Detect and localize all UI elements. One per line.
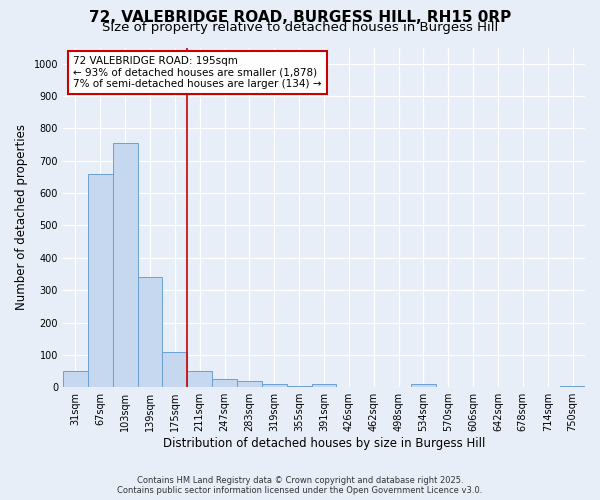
Bar [262, 384, 287, 387]
Bar [237, 380, 262, 387]
X-axis label: Distribution of detached houses by size in Burgess Hill: Distribution of detached houses by size … [163, 437, 485, 450]
Bar [287, 386, 311, 387]
Bar [88, 174, 113, 387]
Text: 72, VALEBRIDGE ROAD, BURGESS HILL, RH15 0RP: 72, VALEBRIDGE ROAD, BURGESS HILL, RH15 … [89, 10, 511, 25]
Text: Contains HM Land Registry data © Crown copyright and database right 2025.
Contai: Contains HM Land Registry data © Crown c… [118, 476, 482, 495]
Bar [212, 379, 237, 387]
Bar [187, 371, 212, 387]
Y-axis label: Number of detached properties: Number of detached properties [15, 124, 28, 310]
Bar [163, 352, 187, 387]
Bar [560, 386, 585, 387]
Bar [137, 277, 163, 387]
Bar [411, 384, 436, 387]
Bar [311, 384, 337, 387]
Bar [113, 143, 137, 387]
Text: Size of property relative to detached houses in Burgess Hill: Size of property relative to detached ho… [102, 22, 498, 35]
Text: 72 VALEBRIDGE ROAD: 195sqm
← 93% of detached houses are smaller (1,878)
7% of se: 72 VALEBRIDGE ROAD: 195sqm ← 93% of deta… [73, 56, 322, 89]
Bar [63, 371, 88, 387]
